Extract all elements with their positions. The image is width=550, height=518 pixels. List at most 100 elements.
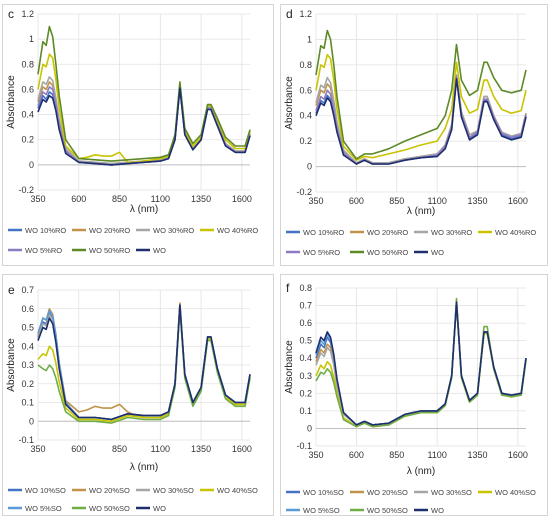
chart-c-ytick-label: 0.4 [21, 110, 34, 120]
chart-d-ytick-label: 1 [307, 34, 312, 44]
chart-e-series-line [37, 304, 251, 421]
chart-d-ytick-label: 1.2 [299, 9, 312, 19]
chart-e-legend-label: WO 40%SO [217, 486, 258, 495]
chart-c-series-line [37, 25, 251, 162]
chart-f-series-line [315, 301, 527, 426]
chart-e-ytick-label: 0.3 [21, 360, 34, 370]
chart-f-legend-label: WO 40%SO [495, 488, 536, 497]
chart-d-legend-label: WO [431, 248, 444, 257]
chart-c-xtick-label: 1600 [232, 194, 252, 204]
chart-d-xtick-label: 350 [308, 196, 323, 206]
chart-f-xtick-label: 1350 [468, 450, 488, 460]
chart-d-legend-label: WO 30%RO [431, 228, 472, 237]
chart-e-ylabel: Absorbance [6, 338, 17, 392]
chart-d-legend-label: WO 20%RO [367, 228, 408, 237]
chart-d-legend-label: WO 10%RO [303, 228, 344, 237]
chart-f-series-line [315, 301, 527, 426]
chart-f-legend-label: WO 10%SO [303, 488, 344, 497]
chart-f-ylabel: Absorbance [284, 340, 295, 394]
chart-d-ylabel: Absorbance [284, 76, 295, 130]
panel-frame-c [2, 4, 274, 266]
chart-c-ytick-label: 1.2 [21, 9, 34, 19]
chart-e-xtick-label: 1100 [151, 444, 170, 454]
chart-f-xtick-label: 600 [349, 450, 364, 460]
chart-c-ytick-label: 0.6 [21, 84, 34, 94]
chart-e-ytick-label: 0.2 [21, 379, 34, 389]
chart-e-ytick-label: 0.6 [21, 304, 34, 314]
chart-f-legend-label: WO 30%SO [431, 488, 472, 497]
chart-f-ytick-label: 0.3 [299, 371, 312, 381]
chart-f-legend-label: WO [431, 506, 444, 515]
chart-d-xtick-label: 850 [389, 196, 404, 206]
chart-e-legend-label: WO [153, 504, 166, 513]
chart-e-legend-label: WO 20%SO [89, 486, 130, 495]
chart-f-series-line [315, 297, 527, 428]
chart-f-series-line [315, 303, 527, 428]
chart-f-series-line [315, 301, 527, 426]
chart-e-legend-label: WO 30%SO [153, 486, 194, 495]
chart-d-legend-label: WO 40%RO [495, 228, 536, 237]
chart-c-ytick-label: 1 [29, 34, 34, 44]
chart-e-xtick-label: 1600 [232, 444, 252, 454]
chart-c-xlabel: λ (nm) [130, 204, 158, 215]
chart-e-ytick-label: -0.1 [18, 435, 34, 445]
chart-d-ytick-label: 0.4 [299, 111, 312, 121]
chart-e-series-line [37, 302, 251, 417]
chart-d-ytick-label: 0.6 [299, 85, 312, 95]
chart-c-series-line [37, 87, 251, 166]
chart-c-legend-label: WO 30%RO [153, 226, 194, 235]
chart-c-panel-label: c [8, 7, 14, 21]
chart-c-xtick-label: 1100 [151, 194, 170, 204]
chart-f-xtick-label: 1600 [508, 450, 528, 460]
chart-e-legend-label: WO 50%SO [89, 504, 130, 513]
chart-d-ytick-label: 0.8 [299, 60, 312, 70]
chart-c-ytick-label: 0 [29, 160, 34, 170]
chart-f-ytick-label: 0.2 [299, 388, 312, 398]
chart-f-ytick-label: 0.1 [299, 406, 312, 416]
chart-d-legend-label: WO 50%RO [367, 248, 408, 257]
chart-f-xtick-label: 850 [389, 450, 404, 460]
chart-d-series-line [315, 29, 527, 160]
chart-d-ytick-label: 0.2 [299, 136, 312, 146]
chart-d-legend-label: WO 5%RO [303, 248, 340, 257]
chart-d-xtick-label: 600 [349, 196, 364, 206]
chart-d-xtick-label: 1350 [468, 196, 488, 206]
chart-c-legend-label: WO 20%RO [89, 226, 130, 235]
chart-e-xtick-label: 600 [71, 444, 86, 454]
chart-e-xtick-label: 350 [30, 444, 45, 454]
chart-d-series-line [315, 53, 527, 161]
chart-f-ytick-label: 0.8 [299, 283, 312, 293]
chart-e-ytick-label: 0.4 [21, 341, 34, 351]
chart-f-ytick-label: 0.4 [299, 353, 312, 363]
chart-f-series-line [315, 301, 527, 426]
chart-f-ytick-label: 0.5 [299, 336, 312, 346]
chart-f-xtick-label: 350 [308, 450, 323, 460]
chart-f-ytick-label: 0 [307, 423, 312, 433]
chart-c-legend-label: WO 10%RO [25, 226, 66, 235]
chart-e-legend-label: WO 10%SO [25, 486, 66, 495]
chart-d-xlabel: λ (nm) [407, 206, 435, 217]
chart-f-ytick-label: 0.6 [299, 318, 312, 328]
chart-e-series-line [37, 308, 251, 424]
chart-f-series-line [315, 301, 527, 426]
chart-c-ylabel: Absorbance [6, 75, 17, 129]
chart-c-ytick-label: 0.8 [21, 59, 34, 69]
chart-f-legend-label: WO 20%SO [367, 488, 408, 497]
chart-d-panel-label: d [286, 7, 293, 21]
chart-c-xtick-label: 350 [30, 194, 45, 204]
chart-c-xtick-label: 600 [71, 194, 86, 204]
chart-e-ytick-label: 0.1 [21, 398, 34, 408]
chart-c-legend-label: WO 50%RO [89, 246, 130, 255]
chart-d-series-line [315, 78, 527, 165]
chart-c-ytick-label: -0.2 [18, 185, 34, 195]
chart-f-xlabel: λ (nm) [407, 466, 435, 477]
chart-f-panel-label: f [286, 281, 290, 295]
chart-e-ytick-label: 0.7 [21, 285, 34, 295]
chart-e-xtick-label: 1350 [191, 444, 211, 454]
chart-c-legend-label: WO 40%RO [217, 226, 258, 235]
chart-f-legend-label: WO 5%SO [303, 506, 340, 515]
chart-c-xtick-label: 850 [112, 194, 127, 204]
chart-e-ytick-label: 0.5 [21, 323, 34, 333]
chart-e-ytick-label: 0 [29, 416, 34, 426]
chart-f-xtick-label: 1100 [427, 450, 446, 460]
